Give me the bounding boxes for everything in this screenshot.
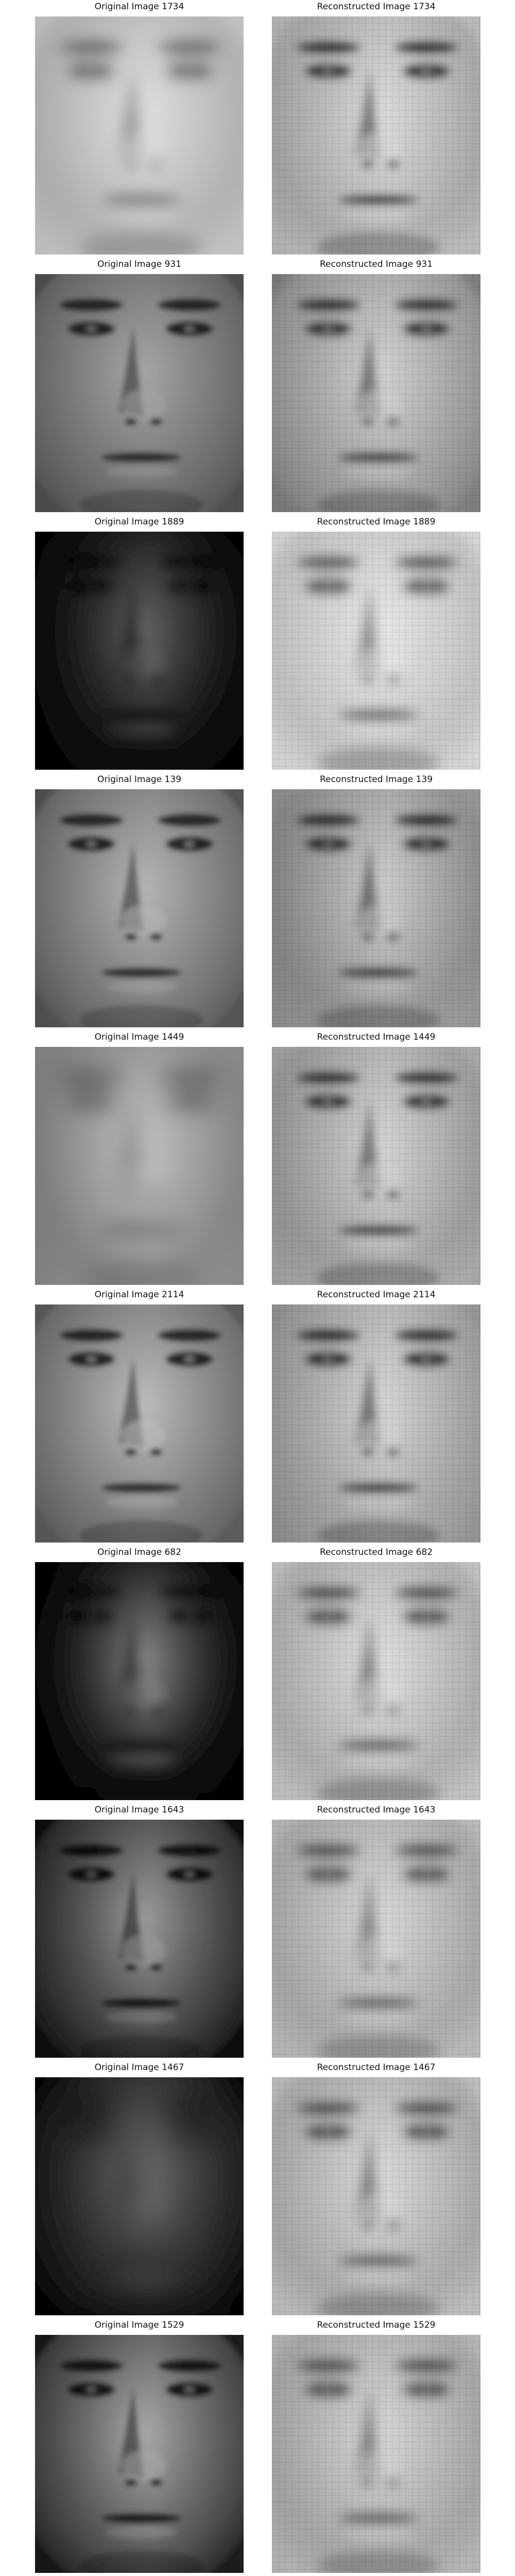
face-photo xyxy=(272,789,480,1027)
reconstructed-image-title: Reconstructed Image 2114 xyxy=(317,1290,436,1300)
original-image xyxy=(35,1820,244,2058)
reconstructed-image xyxy=(272,274,480,512)
original-image xyxy=(35,532,244,770)
original-image-panel: Original Image 1643 xyxy=(35,1803,244,2061)
image-pair-row: Original Image 1467 Reconstructed Image 1… xyxy=(0,2061,515,2318)
face-photo xyxy=(35,1562,244,1800)
original-image-title: Original Image 682 xyxy=(97,1547,182,1557)
original-image-panel: Original Image 1734 xyxy=(35,0,244,258)
original-image-panel: Original Image 1529 xyxy=(35,2318,244,2576)
face-photo xyxy=(35,2335,244,2573)
original-image-title: Original Image 1449 xyxy=(94,1032,184,1042)
image-pair-row: Original Image 1449 Reconstructed Image 1… xyxy=(0,1030,515,1288)
reconstructed-image-panel: Reconstructed Image 931 xyxy=(272,258,480,515)
original-image xyxy=(35,1304,244,1543)
face-photo xyxy=(35,1304,244,1543)
face-photo xyxy=(35,789,244,1027)
reconstructed-image-panel: Reconstructed Image 1449 xyxy=(272,1030,480,1288)
face-photo xyxy=(35,2077,244,2315)
face-photo xyxy=(272,1047,480,1285)
original-image-title: Original Image 1734 xyxy=(94,2,184,12)
face-photo xyxy=(35,1047,244,1285)
original-image-panel: Original Image 139 xyxy=(35,773,244,1030)
original-image-panel: Original Image 1467 xyxy=(35,2061,244,2318)
original-image-title: Original Image 931 xyxy=(97,259,182,269)
image-pair-row: Original Image 1643 Reconstructed Image 1… xyxy=(0,1803,515,2061)
image-pair-row: Original Image 682 Reconstructed Image 68… xyxy=(0,1546,515,1803)
original-image xyxy=(35,274,244,512)
image-pair-row: Original Image 2114 Reconstructed Image 2… xyxy=(0,1288,515,1546)
reconstructed-image xyxy=(272,789,480,1027)
face-photo xyxy=(35,274,244,512)
reconstructed-image-panel: Reconstructed Image 1643 xyxy=(272,1803,480,2061)
reconstructed-image xyxy=(272,1047,480,1285)
reconstructed-image-title: Reconstructed Image 1449 xyxy=(317,1032,436,1042)
reconstructed-image-panel: Reconstructed Image 1734 xyxy=(272,0,480,258)
original-image-title: Original Image 1643 xyxy=(94,1805,184,1815)
original-image-title: Original Image 139 xyxy=(97,774,182,785)
reconstructed-image-panel: Reconstructed Image 1889 xyxy=(272,515,480,773)
reconstructed-image-title: Reconstructed Image 1734 xyxy=(317,2,436,12)
original-image-panel: Original Image 682 xyxy=(35,1546,244,1803)
reconstructed-image-title: Reconstructed Image 1467 xyxy=(317,2062,436,2073)
reconstructed-image xyxy=(272,1820,480,2058)
face-photo xyxy=(272,1562,480,1800)
face-photo xyxy=(35,532,244,770)
face-photo xyxy=(35,16,244,255)
face-photo xyxy=(35,1820,244,2058)
image-pair-row: Original Image 139 Reconstructed Image 13… xyxy=(0,773,515,1030)
reconstructed-image-title: Reconstructed Image 1529 xyxy=(317,2320,436,2330)
reconstructed-image-panel: Reconstructed Image 1467 xyxy=(272,2061,480,2318)
face-photo xyxy=(272,2077,480,2315)
reconstructed-image-panel: Reconstructed Image 1529 xyxy=(272,2318,480,2576)
reconstructed-image-title: Reconstructed Image 139 xyxy=(319,774,433,785)
original-image xyxy=(35,2335,244,2573)
reconstructed-image xyxy=(272,1562,480,1800)
image-pair-row: Original Image 931 Reconstructed Image 93… xyxy=(0,258,515,515)
reconstructed-image-panel: Reconstructed Image 139 xyxy=(272,773,480,1030)
original-image-panel: Original Image 931 xyxy=(35,258,244,515)
original-image xyxy=(35,789,244,1027)
original-image-title: Original Image 1529 xyxy=(94,2320,184,2330)
face-photo xyxy=(272,1304,480,1543)
image-pair-row: Original Image 1529 Reconstructed Image 1… xyxy=(0,2318,515,2576)
reconstructed-image xyxy=(272,1304,480,1543)
original-image-panel: Original Image 2114 xyxy=(35,1288,244,1546)
reconstructed-image-title: Reconstructed Image 931 xyxy=(319,259,433,269)
image-pair-row: Original Image 1734 Reconstructed Image 1… xyxy=(0,0,515,258)
reconstructed-image-title: Reconstructed Image 682 xyxy=(319,1547,433,1557)
reconstructed-image xyxy=(272,532,480,770)
reconstructed-image-title: Reconstructed Image 1643 xyxy=(317,1805,436,1815)
original-image-panel: Original Image 1889 xyxy=(35,515,244,773)
reconstructed-image-panel: Reconstructed Image 682 xyxy=(272,1546,480,1803)
original-image-title: Original Image 1889 xyxy=(94,517,184,527)
reconstructed-image xyxy=(272,2335,480,2573)
original-image-panel: Original Image 1449 xyxy=(35,1030,244,1288)
original-image-title: Original Image 2114 xyxy=(94,1290,184,1300)
original-image xyxy=(35,1562,244,1800)
reconstructed-image-panel: Reconstructed Image 2114 xyxy=(272,1288,480,1546)
face-photo xyxy=(272,274,480,512)
original-image xyxy=(35,16,244,255)
face-photo xyxy=(272,1820,480,2058)
face-photo xyxy=(272,16,480,255)
face-photo xyxy=(272,2335,480,2573)
original-image-title: Original Image 1467 xyxy=(94,2062,184,2073)
image-pair-row: Original Image 1889 Reconstructed Image 1… xyxy=(0,515,515,773)
reconstructed-image xyxy=(272,16,480,255)
reconstructed-image xyxy=(272,2077,480,2315)
reconstructed-image-title: Reconstructed Image 1889 xyxy=(317,517,436,527)
original-image xyxy=(35,2077,244,2315)
face-photo xyxy=(272,532,480,770)
original-image xyxy=(35,1047,244,1285)
